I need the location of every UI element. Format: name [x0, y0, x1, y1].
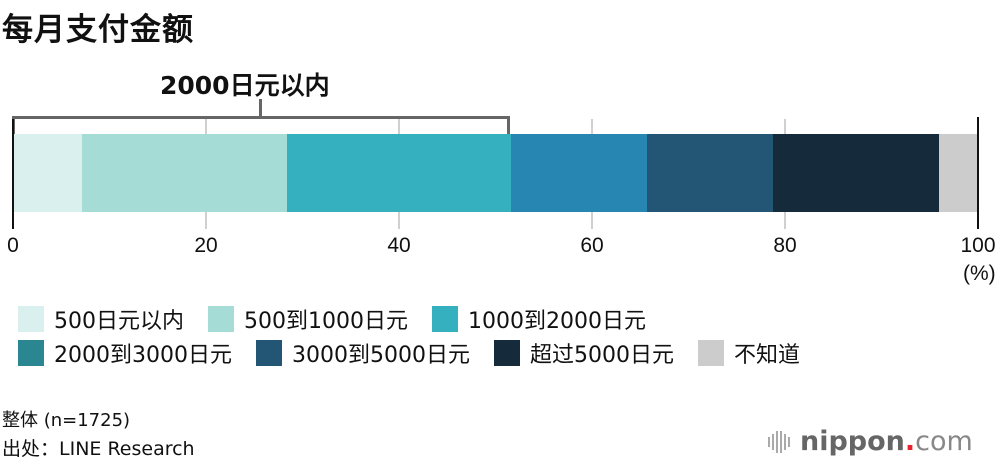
- tick-label: 40: [387, 234, 411, 257]
- bracket-label: 2000日元以内: [160, 71, 330, 100]
- legend-swatch: [697, 340, 724, 366]
- logo-dot: .: [904, 426, 916, 457]
- logo-tld: com: [915, 426, 973, 457]
- legend-label: 3000到5000日元: [291, 343, 470, 368]
- legend-label: 2000到3000日元: [54, 343, 232, 368]
- legend-swatch: [493, 340, 520, 366]
- tick-label: 20: [194, 234, 218, 257]
- legend-swatch: [208, 306, 234, 332]
- legend-row-2: 2000到3000日元 3000到5000日元 超过5000日元 不知道: [18, 336, 998, 370]
- tick-label: 80: [773, 234, 797, 257]
- bar-segment: [13, 134, 82, 212]
- legend-item: 超过5000日元: [493, 337, 674, 369]
- legend-swatch: [431, 306, 458, 332]
- nippon-logo: nippon . com: [768, 426, 973, 457]
- tick-label: 0: [7, 234, 19, 257]
- axis-zero-line: [12, 119, 14, 229]
- legend-label: 不知道: [733, 343, 800, 368]
- legend: 500日元以内 500到1000日元 1000到2000日元 2000到3000…: [18, 302, 998, 370]
- legend-label: 1000到2000日元: [467, 309, 646, 334]
- bracket-right-leg: [507, 116, 510, 134]
- legend-label: 500到1000日元: [244, 309, 408, 334]
- tick-label: 60: [580, 234, 604, 257]
- legend-item: 2000到3000日元: [18, 337, 232, 369]
- bracket-center-tick: [259, 99, 262, 118]
- legend-swatch: [18, 340, 44, 366]
- bar-segment: [773, 134, 940, 212]
- sample-note: 整体 (n=1725): [2, 410, 131, 431]
- tick-label: 100: [960, 234, 996, 257]
- legend-item: 1000到2000日元: [431, 303, 646, 335]
- axis-unit: (%): [963, 262, 996, 285]
- legend-item: 500日元以内: [18, 303, 184, 335]
- legend-swatch: [255, 340, 282, 366]
- bar-segment: [646, 134, 774, 212]
- legend-label: 超过5000日元: [529, 343, 674, 368]
- legend-label: 500日元以内: [54, 309, 184, 334]
- stacked-bar: [13, 134, 978, 212]
- legend-item: 不知道: [697, 337, 800, 369]
- bar-segment: [510, 134, 647, 212]
- axis-hundred-line: [977, 117, 979, 229]
- logo-bars-icon: [768, 430, 792, 453]
- source-credit: 出处：LINE Research: [2, 438, 195, 460]
- legend-item: 500到1000日元: [208, 303, 408, 335]
- legend-item: 3000到5000日元: [255, 337, 470, 369]
- legend-swatch: [18, 306, 44, 332]
- logo-name: nippon: [800, 426, 905, 457]
- bar-segment: [81, 134, 288, 212]
- bar-segment: [939, 134, 978, 212]
- legend-row-1: 500日元以内 500到1000日元 1000到2000日元: [18, 302, 998, 336]
- bar-segment: [287, 134, 511, 212]
- chart-title: 每月支付金额: [2, 12, 194, 48]
